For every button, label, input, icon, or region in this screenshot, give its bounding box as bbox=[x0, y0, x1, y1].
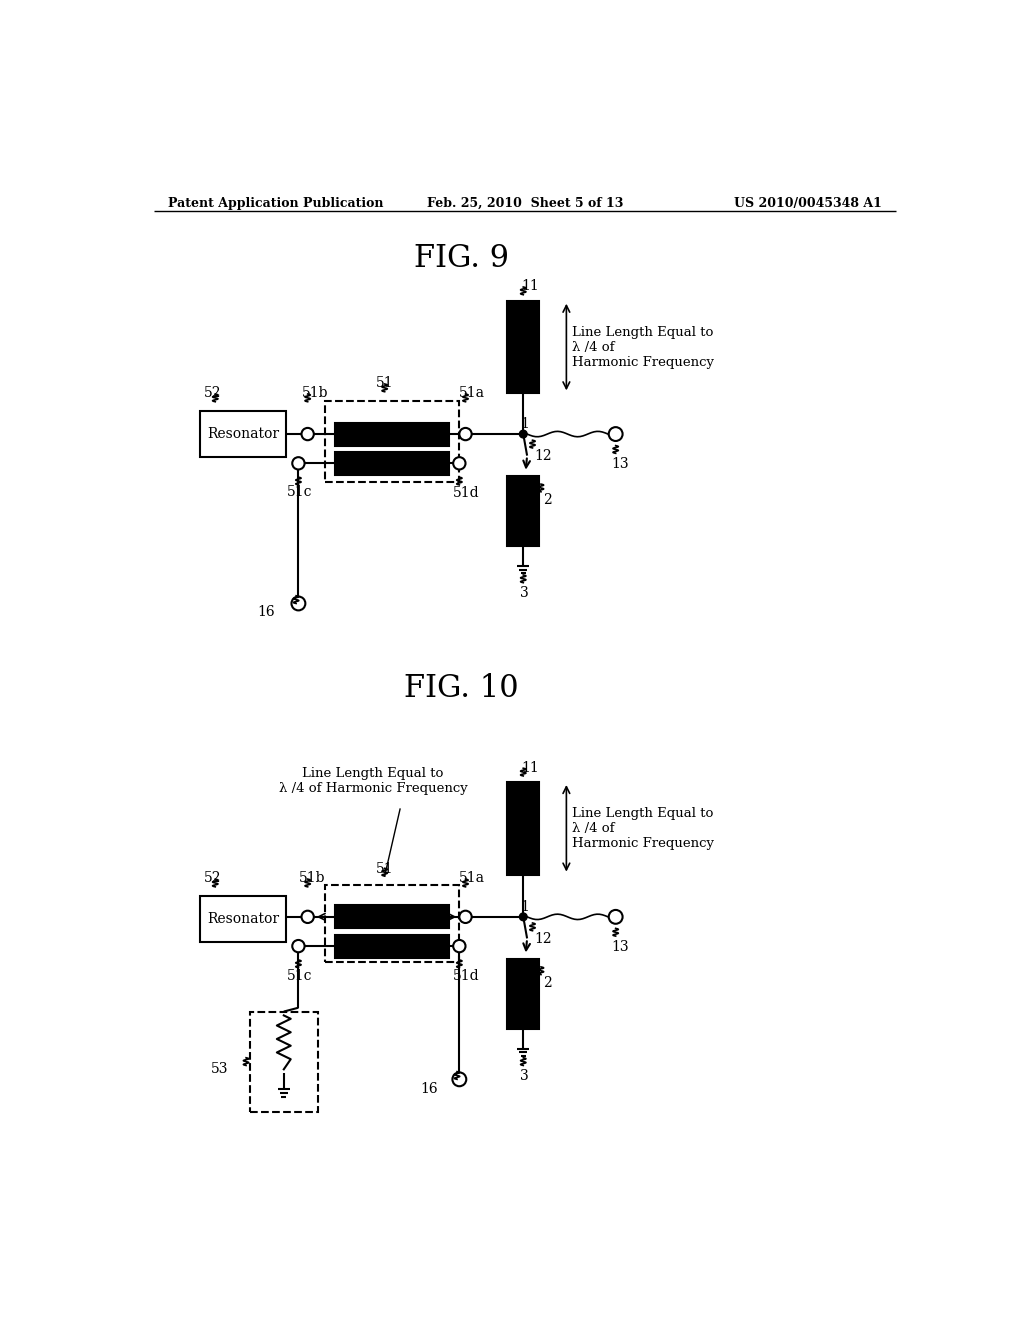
Bar bbox=[335, 422, 449, 446]
Text: 51a: 51a bbox=[460, 871, 485, 886]
Text: Resonator: Resonator bbox=[207, 428, 280, 441]
Text: FIG. 9: FIG. 9 bbox=[414, 243, 509, 275]
Text: FIG. 10: FIG. 10 bbox=[404, 673, 519, 704]
Bar bbox=[200, 896, 286, 942]
Text: Line Length Equal to
λ /4 of Harmonic Frequency: Line Length Equal to λ /4 of Harmonic Fr… bbox=[279, 767, 468, 795]
Bar bbox=[200, 411, 286, 457]
Text: 12: 12 bbox=[535, 932, 552, 946]
Bar bbox=[507, 781, 540, 875]
Circle shape bbox=[301, 428, 313, 441]
Circle shape bbox=[292, 940, 304, 952]
Text: Feb. 25, 2010  Sheet 5 of 13: Feb. 25, 2010 Sheet 5 of 13 bbox=[427, 197, 623, 210]
Text: 51c: 51c bbox=[287, 484, 312, 499]
Text: 11: 11 bbox=[521, 760, 539, 775]
Circle shape bbox=[301, 911, 313, 923]
Text: 51a: 51a bbox=[460, 387, 485, 400]
Text: 2: 2 bbox=[544, 977, 552, 990]
Circle shape bbox=[519, 430, 527, 438]
Text: US 2010/0045348 A1: US 2010/0045348 A1 bbox=[734, 197, 882, 210]
Bar bbox=[250, 1011, 317, 1111]
Bar bbox=[325, 886, 460, 962]
Text: 13: 13 bbox=[611, 940, 629, 954]
Text: 51b: 51b bbox=[298, 871, 325, 886]
Circle shape bbox=[454, 940, 466, 952]
Text: 16: 16 bbox=[420, 1082, 438, 1097]
Text: Line Length Equal to
λ /4 of
Harmonic Frequency: Line Length Equal to λ /4 of Harmonic Fr… bbox=[571, 807, 714, 850]
Circle shape bbox=[292, 597, 305, 610]
Text: 51: 51 bbox=[376, 376, 393, 391]
Text: 11: 11 bbox=[521, 280, 539, 293]
Text: 16: 16 bbox=[258, 605, 275, 619]
Text: 1: 1 bbox=[520, 417, 529, 432]
Circle shape bbox=[519, 913, 527, 921]
Circle shape bbox=[454, 457, 466, 470]
Bar bbox=[507, 301, 540, 393]
Text: 51d: 51d bbox=[454, 487, 480, 500]
Circle shape bbox=[292, 457, 304, 470]
Text: 53: 53 bbox=[211, 1061, 228, 1076]
Text: Resonator: Resonator bbox=[207, 912, 280, 927]
Bar bbox=[335, 935, 449, 958]
Text: 51c: 51c bbox=[287, 969, 312, 983]
Text: 12: 12 bbox=[535, 449, 552, 463]
Circle shape bbox=[460, 428, 472, 441]
Text: 2: 2 bbox=[544, 494, 552, 507]
Text: Patent Application Publication: Patent Application Publication bbox=[168, 197, 383, 210]
Text: 52: 52 bbox=[204, 387, 221, 400]
Circle shape bbox=[608, 428, 623, 441]
Text: 3: 3 bbox=[520, 586, 529, 599]
Bar bbox=[507, 960, 540, 1028]
Text: 1: 1 bbox=[520, 900, 529, 913]
Text: 51b: 51b bbox=[301, 387, 328, 400]
Circle shape bbox=[608, 909, 623, 924]
Bar bbox=[335, 451, 449, 475]
Text: 13: 13 bbox=[611, 457, 629, 471]
Text: 52: 52 bbox=[204, 871, 221, 886]
Text: 51: 51 bbox=[376, 862, 393, 876]
Text: 3: 3 bbox=[520, 1069, 529, 1082]
Text: Line Length Equal to
λ /4 of
Harmonic Frequency: Line Length Equal to λ /4 of Harmonic Fr… bbox=[571, 326, 714, 368]
Bar bbox=[335, 906, 449, 928]
Text: 51d: 51d bbox=[454, 969, 480, 983]
Bar bbox=[507, 477, 540, 545]
Circle shape bbox=[460, 911, 472, 923]
Bar bbox=[325, 401, 460, 482]
Circle shape bbox=[453, 1072, 466, 1086]
